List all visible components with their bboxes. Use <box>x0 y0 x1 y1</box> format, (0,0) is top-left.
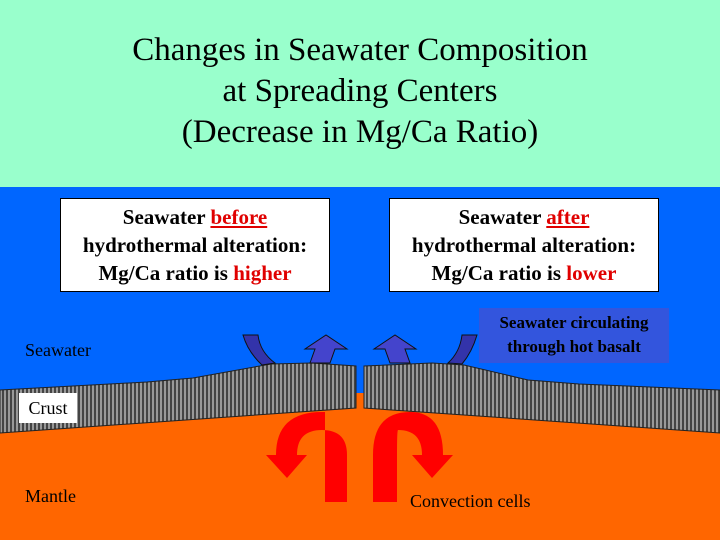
text: Seawater <box>122 205 211 229</box>
crust-label: Crust <box>19 393 77 423</box>
after-box: Seawater after hydrothermal alteration: … <box>389 198 659 292</box>
title-band <box>0 0 720 187</box>
page-title: Changes in Seawater Composition at Sprea… <box>0 30 720 153</box>
text: Seawater <box>458 205 547 229</box>
text: hydrothermal alteration: <box>411 233 637 257</box>
text: Seawater circulating <box>499 313 649 332</box>
circulation-up-arrow-left <box>303 334 349 364</box>
mantle-label: Mantle <box>25 486 76 506</box>
text: Mg/Ca ratio is <box>98 261 234 285</box>
keyword-higher: higher <box>233 261 292 285</box>
seawater-label: Seawater <box>25 340 91 360</box>
convection-arrow-right <box>373 412 453 502</box>
text: Mg/Ca ratio is <box>431 261 567 285</box>
circulation-down-arrow-left <box>242 334 277 366</box>
crust-right <box>363 362 720 434</box>
text: hydrothermal alteration: <box>82 233 308 257</box>
circulation-down-arrow-right <box>446 334 478 365</box>
keyword-before: before <box>210 205 268 229</box>
title-line: (Decrease in Mg/Ca Ratio) <box>181 114 539 150</box>
convection-arrow-left <box>266 412 347 502</box>
mantle-region <box>0 393 720 540</box>
keyword-lower: lower <box>566 261 617 285</box>
circulation-label: Seawater circulating through hot basalt <box>479 308 669 363</box>
title-line: at Spreading Centers <box>222 73 498 109</box>
title-line: Changes in Seawater Composition <box>132 32 588 68</box>
convection-label: Convection cells <box>410 491 531 511</box>
keyword-after: after <box>546 205 590 229</box>
text: through hot basalt <box>507 337 641 356</box>
circulation-up-arrow-right <box>372 334 418 364</box>
before-box: Seawater before hydrothermal alteration:… <box>60 198 330 292</box>
